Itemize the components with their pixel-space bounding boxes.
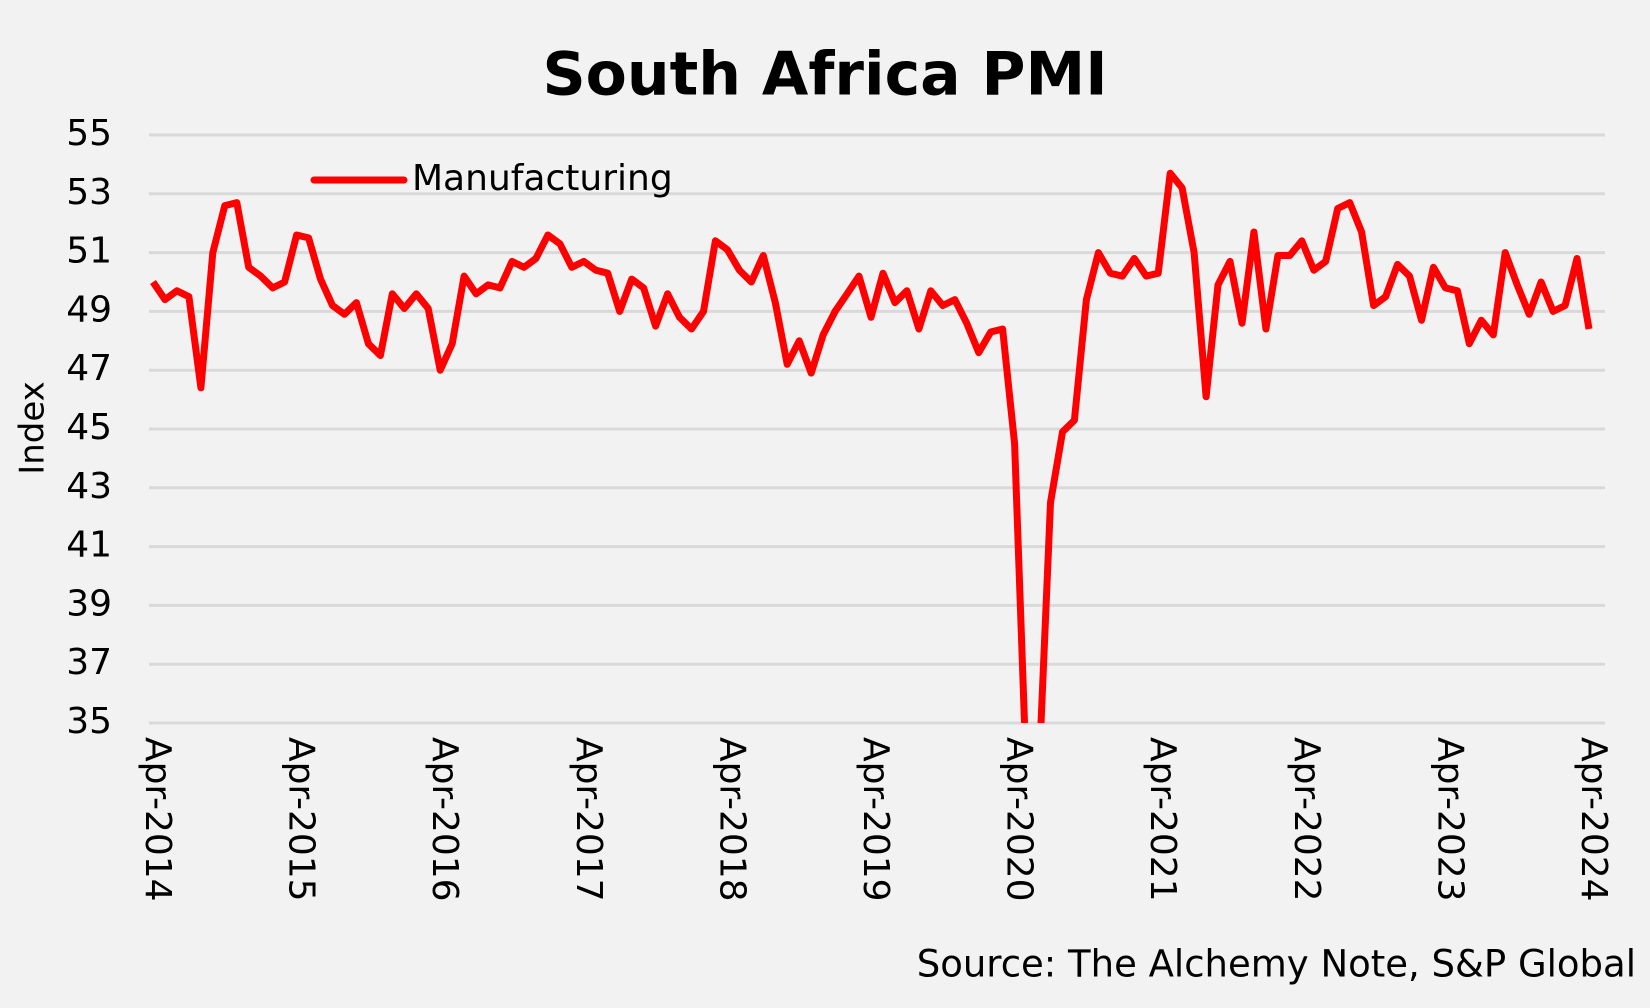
x-tick-label: Apr-2016 bbox=[424, 737, 465, 902]
x-tick-label: Apr-2021 bbox=[1142, 737, 1183, 902]
source-note: Source: The Alchemy Note, S&P Global bbox=[917, 943, 1636, 986]
y-tick-label: 35 bbox=[66, 701, 112, 742]
x-tick-label: Apr-2020 bbox=[999, 737, 1040, 902]
y-tick-label: 53 bbox=[66, 172, 112, 213]
y-tick-label: 49 bbox=[66, 289, 112, 330]
x-tick-label: Apr-2024 bbox=[1573, 737, 1614, 902]
y-tick-label: 51 bbox=[66, 231, 112, 272]
x-tick-label: Apr-2019 bbox=[855, 737, 896, 902]
data-line bbox=[150, 169, 1593, 723]
x-tick-label: Apr-2017 bbox=[568, 737, 609, 902]
x-tick-label: Apr-2018 bbox=[711, 737, 752, 902]
y-axis-label: Index bbox=[13, 381, 53, 475]
y-tick-label: 43 bbox=[66, 466, 112, 507]
x-tick-label: Apr-2022 bbox=[1286, 737, 1327, 902]
y-tick-label: 45 bbox=[66, 407, 112, 448]
y-tick-label: 37 bbox=[66, 642, 112, 683]
y-tick-label: 39 bbox=[66, 583, 112, 624]
legend-label: Manufacturing bbox=[412, 158, 673, 199]
y-tick-label: 41 bbox=[66, 525, 112, 566]
x-tick-label: Apr-2023 bbox=[1429, 737, 1470, 902]
y-tick-label: 55 bbox=[66, 113, 112, 154]
x-tick-label: Apr-2014 bbox=[137, 737, 178, 902]
y-tick-label: 47 bbox=[66, 348, 112, 389]
chart-title: South Africa PMI bbox=[542, 40, 1107, 110]
x-tick-label: Apr-2015 bbox=[281, 737, 322, 902]
